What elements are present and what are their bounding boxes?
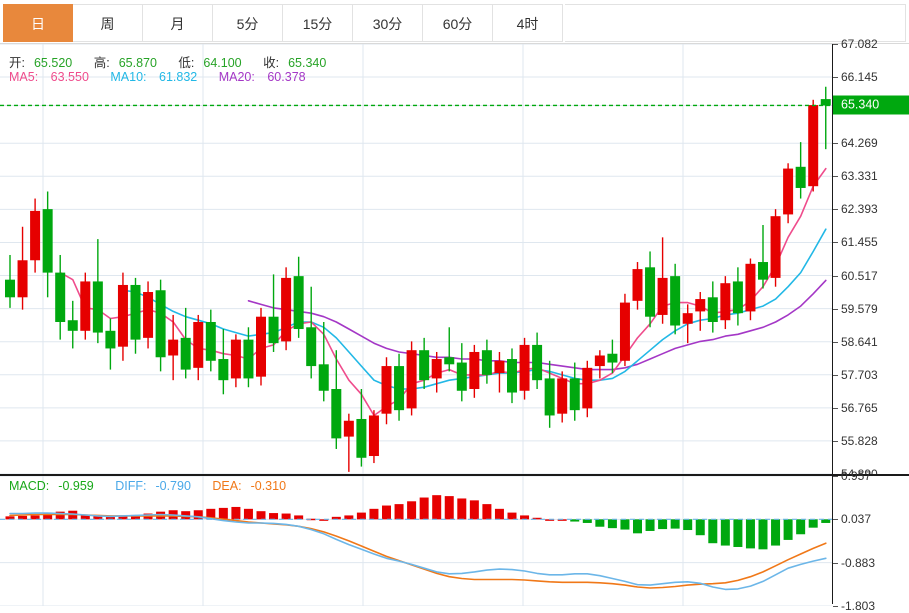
open-value: 65.520 <box>33 56 73 70</box>
ma10-entry: MA10: 61.832 <box>110 70 198 84</box>
axis-tick <box>833 407 838 409</box>
axis-tick <box>833 374 838 376</box>
period-tab-2[interactable]: 月 <box>143 4 213 42</box>
axis-tick <box>833 44 838 45</box>
price-axis-label: 57.703 <box>841 367 878 382</box>
period-tab-5[interactable]: 30分 <box>353 4 423 42</box>
period-tab-7[interactable]: 4时 <box>493 4 563 42</box>
open-label: 开: 65.520 <box>9 56 73 70</box>
high-value: 65.870 <box>118 56 157 70</box>
moving-average-legend: MA5: 63.550 MA10: 61.832 MA20: 60.378 <box>9 70 324 84</box>
axis-tick <box>833 242 838 244</box>
price-axis-label: 59.579 <box>841 301 878 316</box>
axis-tick <box>833 341 838 343</box>
axis-tick <box>833 476 838 477</box>
period-tab-bar: 日周月 5分 15分 30分 60分 4时 <box>0 0 909 44</box>
price-axis-label: 60.517 <box>841 268 878 283</box>
macd-axis-label: 0.957 <box>841 469 872 483</box>
macd-axis-label: -0.883 <box>841 555 876 570</box>
low-label: 低: 64.100 <box>178 56 242 70</box>
price-axis-label: 67.082 <box>841 37 878 51</box>
high-label: 高: 65.870 <box>93 56 157 70</box>
price-axis-label: 66.145 <box>841 70 878 85</box>
period-tab-6[interactable]: 60分 <box>423 4 493 42</box>
ma20-entry: MA20: 60.378 <box>218 70 306 84</box>
price-axis-label: 64.269 <box>841 136 878 151</box>
axis-tick <box>833 143 838 145</box>
macd-axis-label: 0.037 <box>841 512 872 527</box>
period-tab-0[interactable]: 日 <box>3 4 73 42</box>
macd-axis-label: -1.803 <box>841 599 876 613</box>
axis-tick <box>833 519 838 521</box>
price-axis-label: 58.641 <box>841 334 878 349</box>
ohlc-legend: 开: 65.520 高: 65.870 低: 64.100 收: 65.340 <box>9 52 344 71</box>
low-value: 64.100 <box>203 56 242 70</box>
current-price-tag: 65.340 <box>833 95 909 115</box>
ma5-value: 63.550 <box>50 70 89 84</box>
period-tab-3[interactable]: 5分 <box>213 4 283 42</box>
macd-axis: 0.957 0.037 -0.883 -1.803 <box>832 469 909 613</box>
axis-tick <box>833 308 838 310</box>
price-axis-label: 61.455 <box>841 235 878 250</box>
axis-tick <box>833 77 838 79</box>
period-tab-strip: 日周月 5分 15分 30分 60分 4时 <box>3 4 563 42</box>
period-tab-1[interactable]: 周 <box>73 4 143 42</box>
close-label: 收: 65.340 <box>263 56 327 70</box>
tab-bar-filler <box>565 4 906 42</box>
period-tab-4[interactable]: 15分 <box>283 4 353 42</box>
price-axis-label: 62.393 <box>841 202 878 217</box>
price-chart-pane[interactable] <box>0 44 832 474</box>
axis-tick <box>833 562 838 564</box>
axis-tick <box>833 209 838 211</box>
price-axis-label: 55.828 <box>841 433 878 448</box>
price-axis-label: 56.765 <box>841 400 878 415</box>
close-value: 65.340 <box>288 56 327 70</box>
macd-legend: MACD: -0.959 DIFF: -0.790 DEA: -0.310 <box>9 479 304 493</box>
macd-chart-pane[interactable] <box>0 474 832 606</box>
diff-entry: DIFF: -0.790 <box>115 479 191 493</box>
macd-value: -0.959 <box>58 479 94 493</box>
axis-tick <box>833 275 838 277</box>
diff-value: -0.790 <box>155 479 191 493</box>
axis-tick <box>833 606 838 607</box>
macd-entry: MACD: -0.959 <box>9 479 94 493</box>
ma5-entry: MA5: 63.550 <box>9 70 89 84</box>
axis-tick <box>833 176 838 178</box>
ma20-value: 60.378 <box>267 70 306 84</box>
dea-value: -0.310 <box>250 479 287 493</box>
axis-tick <box>833 440 838 442</box>
price-axis-label: 63.331 <box>841 169 878 184</box>
ma10-value: 61.832 <box>159 70 198 84</box>
price-axis: 67.082 66.145 65.340 64.269 63.331 62.393 61.4… <box>832 37 909 481</box>
dea-entry: DEA: -0.310 <box>212 479 287 493</box>
